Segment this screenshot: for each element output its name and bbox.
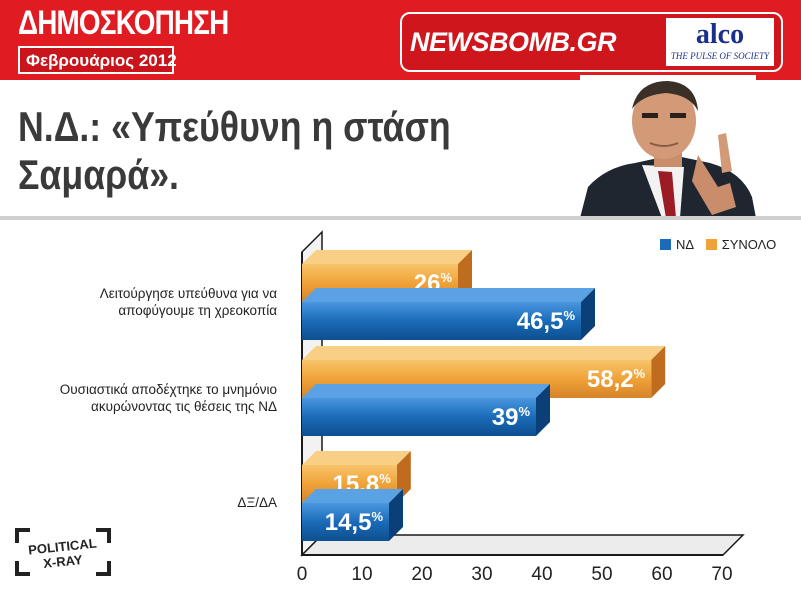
date-text: Φεβρουάριος 2012 <box>26 51 177 70</box>
x-tick-label: 30 <box>471 564 492 585</box>
legend-label-nd: ΝΔ <box>676 237 695 252</box>
legend-item-total: ΣΥΝΟΛΟ <box>705 237 777 252</box>
alco-logo: alco THE PULSE OF SOCIETY <box>666 18 774 66</box>
separator <box>0 216 801 220</box>
bar-side <box>651 346 666 398</box>
date-badge: Φεβρουάριος 2012 <box>18 46 177 74</box>
x-tick-label: 70 <box>711 564 732 585</box>
political-xray-badge: POLITICAL X-RAY <box>14 527 112 577</box>
brand-box: NEWSBOMB.GR alco THE PULSE OF SOCIETY <box>400 12 783 72</box>
category-label: αποφύγουμε τη χρεοκοπία <box>118 303 277 318</box>
bar-value-label: 58,2% <box>587 366 646 393</box>
legend-label-total: ΣΥΝΟΛΟ <box>721 237 777 252</box>
legend-item-nd: ΝΔ <box>660 237 694 252</box>
bar-top <box>302 489 403 503</box>
x-tick-label: 10 <box>351 564 372 585</box>
category-label: ακυρώνοντας τις θέσεις της ΝΔ <box>91 399 277 414</box>
bar-value-label: 14,5% <box>325 509 384 536</box>
bar-top <box>302 384 550 398</box>
legend-swatch-total <box>705 239 717 250</box>
alco-name: alco <box>695 19 745 50</box>
chart-legend: ΝΔ ΣΥΝΟΛΟ <box>660 237 784 253</box>
bar-side <box>536 384 550 436</box>
x-tick-label: 20 <box>411 564 432 585</box>
category-label: Λειτούργησε υπεύθυνα για να <box>100 286 277 301</box>
bar-value-label: 39% <box>492 404 531 431</box>
legend-swatch-nd <box>660 239 671 250</box>
newsbomb-logo: NEWSBOMB.GR <box>410 27 617 57</box>
x-tick-label: 40 <box>531 564 552 585</box>
politician-photo <box>580 75 756 218</box>
bar-side <box>389 489 403 541</box>
bar <box>302 302 581 340</box>
bar-top <box>302 288 595 302</box>
bar-top <box>302 346 666 360</box>
xray-line1: POLITICAL <box>28 535 98 557</box>
headline: Ν.Δ.: «Υπεύθυνη η στάση Σαμαρά». <box>18 103 451 198</box>
bar-top <box>302 250 472 264</box>
x-tick-label: 50 <box>591 564 612 585</box>
alco-tagline: THE PULSE OF SOCIETY <box>670 51 770 61</box>
bar-side <box>581 288 595 340</box>
xray-line2: X-RAY <box>43 552 84 571</box>
header-bar: ΔΗΜΟΣΚΟΠΗΣΗ Φεβρουάριος 2012 NEWSBOMB.GR… <box>0 0 801 80</box>
bar-top <box>302 451 411 465</box>
category-label: Ουσιαστικά αποδέχτηκε το μνημόνιο <box>60 382 277 397</box>
header-title: ΔΗΜΟΣΚΟΠΗΣΗ <box>18 4 229 42</box>
bar <box>302 503 389 541</box>
x-tick-label: 60 <box>651 564 672 585</box>
category-label: ΔΞ/ΔΑ <box>237 495 277 510</box>
bar-value-label: 46,5% <box>517 308 576 335</box>
x-tick-label: 0 <box>297 564 308 585</box>
bar <box>302 398 536 436</box>
